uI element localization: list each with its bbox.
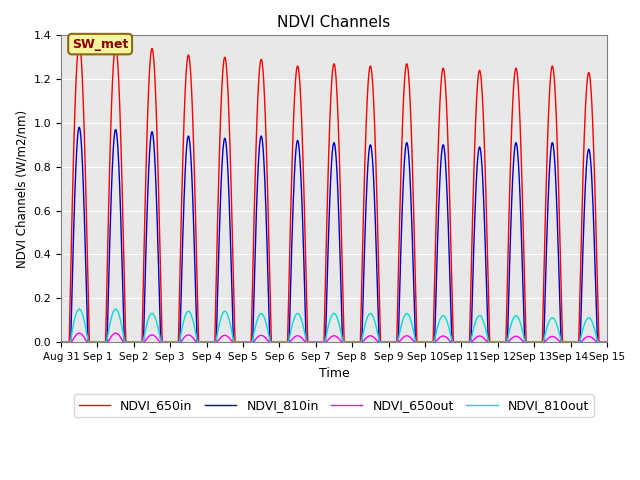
Line: NDVI_810out: NDVI_810out [61, 309, 607, 342]
NDVI_650in [504, 283, 511, 289]
NDVI_650out [603, 339, 611, 345]
NDVI_650in [86, 339, 93, 345]
NDVI_650in [603, 339, 611, 345]
NDVI_810in [76, 124, 83, 130]
NDVI_650in [496, 339, 504, 345]
NDVI_650out [483, 338, 490, 344]
NDVI_650in [483, 200, 490, 206]
NDVI_810out [504, 337, 511, 343]
NDVI_810out [86, 339, 93, 345]
NDVI_810in [57, 339, 65, 345]
NDVI_810out [406, 314, 413, 320]
NDVI_810out [467, 336, 475, 341]
NDVI_650in [467, 264, 475, 270]
Text: SW_met: SW_met [72, 37, 129, 50]
NDVI_810in [406, 165, 413, 171]
NDVI_810out [76, 306, 83, 312]
Legend: NDVI_650in, NDVI_810in, NDVI_650out, NDVI_810out: NDVI_650in, NDVI_810in, NDVI_650out, NDV… [74, 394, 594, 417]
NDVI_650out [496, 339, 504, 345]
NDVI_650out [467, 339, 475, 345]
NDVI_650in [406, 87, 413, 93]
NDVI_810in [603, 339, 611, 345]
NDVI_810in [86, 339, 93, 345]
Y-axis label: NDVI Channels (W/m2/nm): NDVI Channels (W/m2/nm) [15, 109, 28, 268]
X-axis label: Time: Time [319, 367, 349, 380]
NDVI_810out [603, 339, 611, 345]
NDVI_650in [57, 339, 65, 345]
NDVI_810in [483, 272, 490, 277]
NDVI_810in [467, 329, 475, 335]
NDVI_650out [76, 330, 83, 336]
NDVI_650out [504, 339, 511, 345]
NDVI_650in [76, 41, 83, 47]
Line: NDVI_650in: NDVI_650in [61, 44, 607, 342]
NDVI_810out [57, 339, 65, 345]
NDVI_650out [406, 334, 413, 340]
NDVI_650out [86, 339, 93, 345]
NDVI_810in [496, 339, 504, 345]
NDVI_810out [496, 339, 504, 345]
NDVI_810in [504, 339, 511, 345]
NDVI_650out [57, 339, 65, 345]
NDVI_810out [483, 328, 490, 334]
Title: NDVI Channels: NDVI Channels [277, 15, 390, 30]
Line: NDVI_650out: NDVI_650out [61, 333, 607, 342]
Line: NDVI_810in: NDVI_810in [61, 127, 607, 342]
